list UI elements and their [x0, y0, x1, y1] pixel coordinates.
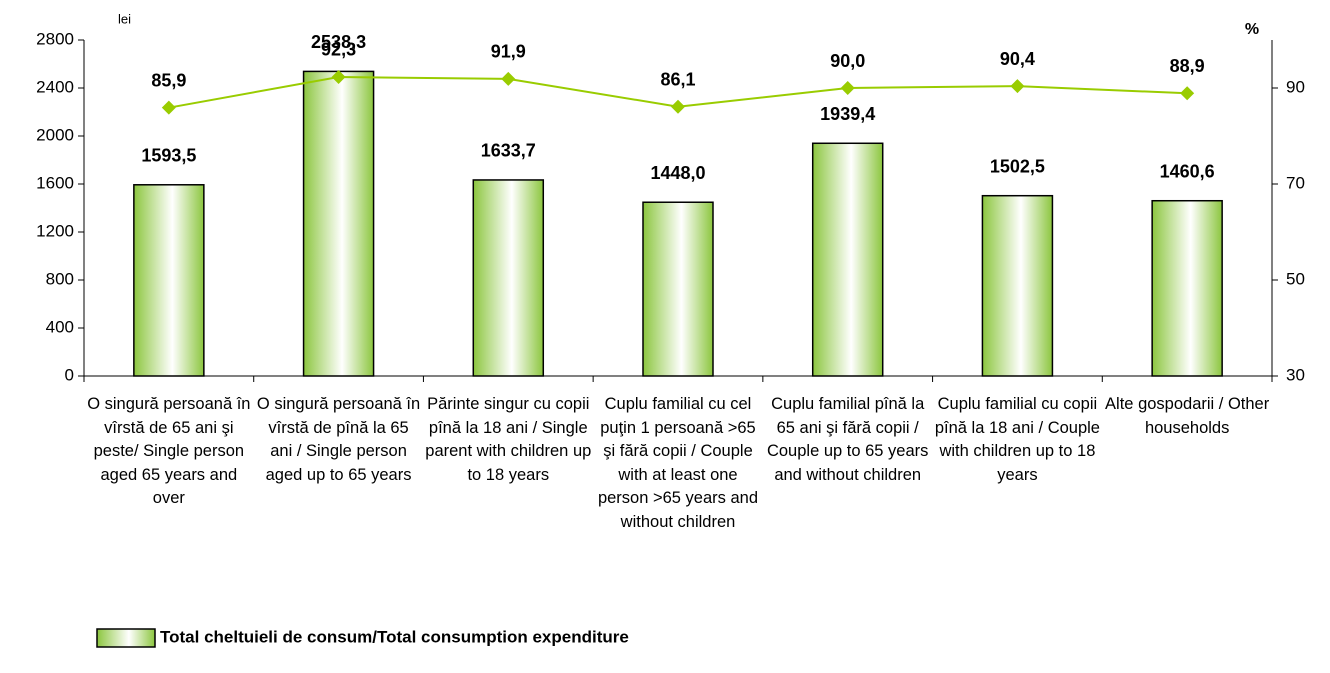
y-tick-label: 800 — [46, 269, 74, 288]
legend-swatch — [96, 628, 156, 648]
line-value-label: 92,3 — [321, 40, 356, 60]
bar — [133, 184, 205, 377]
bar-value-label: 1633,7 — [481, 141, 536, 161]
bar — [981, 194, 1054, 377]
bar — [472, 179, 545, 377]
line-marker — [161, 100, 176, 115]
line-value-label: 88,9 — [1170, 56, 1205, 76]
line-value-label: 85,9 — [151, 70, 186, 90]
y-tick-label: 1600 — [36, 173, 74, 192]
x-tick-label: Cuplu familial pînă la 65 ani şi fără co… — [766, 395, 929, 484]
bar-value-label: 1460,6 — [1160, 161, 1215, 181]
x-tick-label: O singură persoană în vîrstă de pînă la … — [256, 395, 421, 484]
bar — [1151, 199, 1223, 377]
line-value-label: 91,9 — [491, 42, 526, 62]
line-marker — [840, 81, 855, 95]
y-tick-label: 1200 — [36, 221, 74, 240]
line-marker — [331, 69, 346, 84]
bar-value-label: 1502,5 — [990, 156, 1045, 176]
y-tick-label: 2400 — [36, 77, 74, 96]
y-axis-label: lei — [118, 11, 131, 26]
y2-axis-label: % — [1245, 21, 1259, 38]
y-tick-label: 400 — [46, 317, 74, 336]
x-tick-label: Cuplu familial cu cel puţin 1 persoană >… — [597, 395, 759, 531]
line-marker — [1180, 86, 1195, 101]
bar-value-label: 1939,4 — [820, 104, 875, 124]
bar — [642, 201, 714, 377]
line-marker — [501, 71, 516, 86]
y-tick-label: 2000 — [36, 125, 74, 144]
x-tick-label: Cuplu familial cu copii pînă la 18 ani /… — [934, 395, 1100, 484]
line-value-label: 86,1 — [660, 69, 695, 89]
bar — [302, 70, 375, 377]
y2-tick-label: 90 — [1286, 77, 1305, 96]
x-tick-label: Alte gospodarii / Other households — [1105, 395, 1270, 437]
bar — [811, 142, 884, 377]
line-value-label: 90,4 — [1000, 49, 1035, 69]
bar-value-label: 1593,5 — [141, 146, 196, 166]
y2-tick-label: 50 — [1286, 269, 1305, 288]
bar-value-label: 2538,3 — [311, 32, 366, 52]
x-tick-label: Părinte singur cu copii pînă la 18 ani /… — [425, 395, 592, 484]
y2-tick-label: 30 — [1286, 365, 1305, 384]
line-marker — [1010, 79, 1025, 94]
y2-tick-label: 70 — [1286, 173, 1305, 192]
y-tick-label: 2800 — [36, 29, 74, 48]
x-tick-label: O singură persoană în vîrstă de 65 ani ş… — [87, 395, 251, 507]
line-value-label: 90,0 — [830, 51, 865, 71]
legend-label: Total cheltuieli de consum/Total consump… — [160, 627, 629, 646]
y-tick-label: 0 — [65, 365, 74, 384]
bar-value-label: 1448,0 — [650, 163, 705, 183]
line-marker — [671, 99, 685, 114]
